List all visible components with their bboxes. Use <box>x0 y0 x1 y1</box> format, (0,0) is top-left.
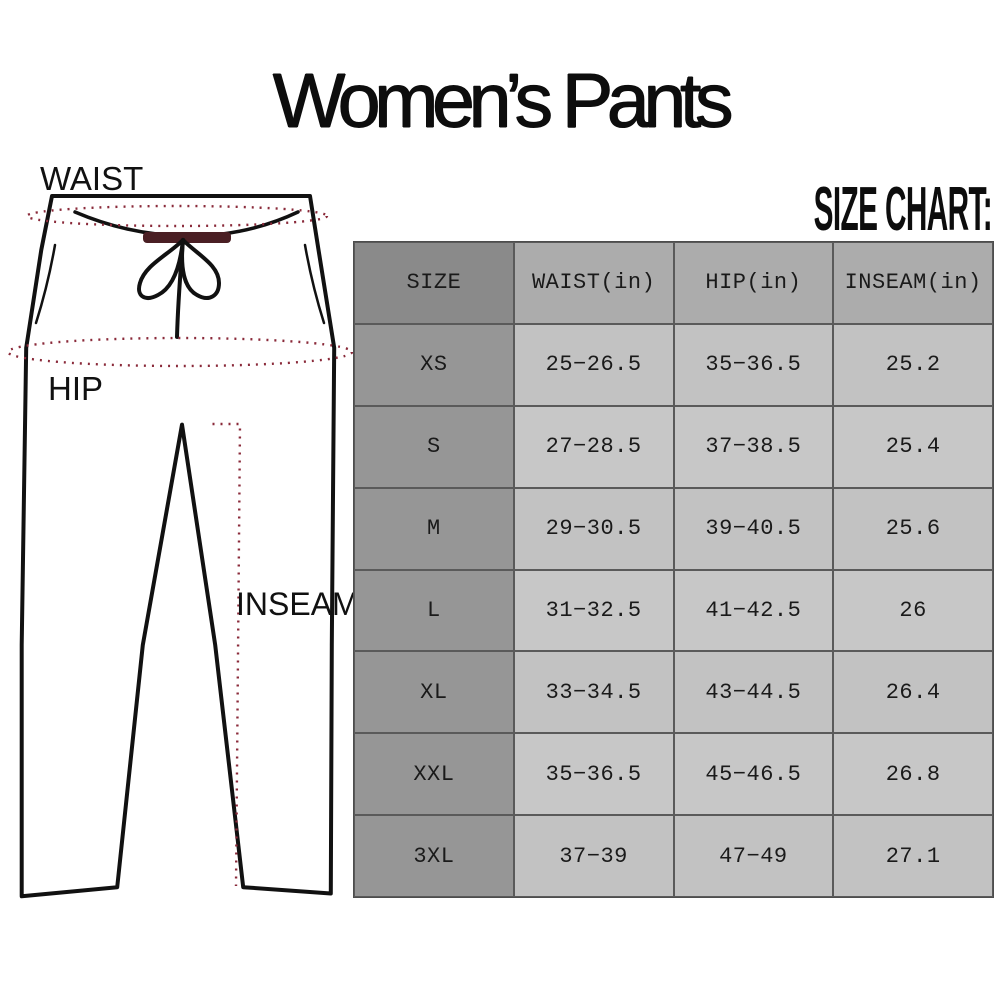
svg-text:SIZE CHART:: SIZE CHART: <box>814 175 992 244</box>
